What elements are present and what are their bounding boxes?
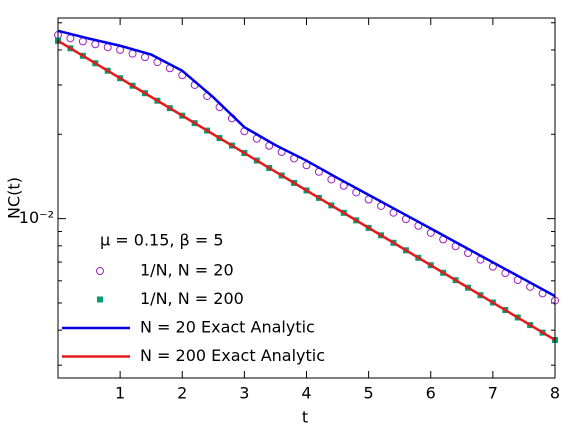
- x-tick-label: 6: [426, 384, 436, 403]
- x-tick-label: 8: [550, 384, 560, 403]
- legend-label: 1/N, N = 20: [140, 261, 234, 280]
- line: [57, 39, 556, 342]
- x-tick-label: 2: [177, 384, 187, 403]
- legend-label: N = 20 Exact Analytic: [140, 318, 315, 337]
- y-axis-label: NC(t): [5, 177, 24, 219]
- x-tick-label: 7: [488, 384, 498, 403]
- point: [78, 37, 87, 46]
- annotation: μ = 0.15, β = 5: [100, 231, 224, 250]
- point: [103, 43, 112, 52]
- legend-swatch: [97, 296, 103, 303]
- x-tick-label: 5: [364, 384, 374, 403]
- line: [57, 29, 556, 298]
- x-tick-label: 4: [301, 384, 311, 403]
- point: [66, 34, 75, 43]
- x-tick-label: 1: [115, 384, 125, 403]
- y-tick-label: 10⁻²: [19, 208, 54, 227]
- x-tick-label: 3: [239, 384, 249, 403]
- legend-label: N = 200 Exact Analytic: [140, 346, 325, 365]
- plot-frame: [57, 17, 556, 379]
- legend-label: 1/N, N = 200: [140, 289, 244, 308]
- legend-swatch: [96, 267, 104, 275]
- x-axis-label: t: [302, 408, 308, 427]
